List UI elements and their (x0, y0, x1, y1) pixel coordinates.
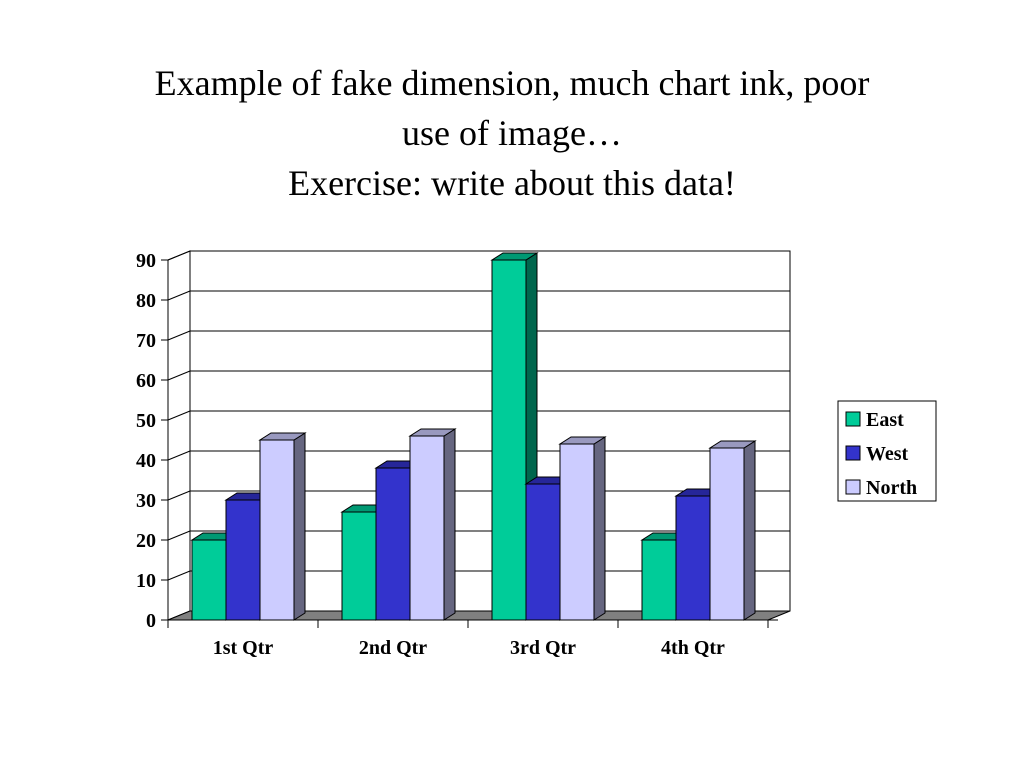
y-tick-label: 20 (136, 530, 156, 552)
y-tick-label: 90 (136, 250, 156, 272)
bar-side (293, 432, 306, 621)
legend-item-north: North (845, 477, 917, 499)
title-line-1: Example of fake dimension, much chart in… (154, 63, 870, 103)
bar-front (709, 447, 745, 621)
legend-item-east: East (845, 409, 904, 431)
bar-front (675, 495, 711, 621)
gridline-side (167, 490, 191, 501)
bar-north (258, 432, 307, 621)
bar-top (490, 252, 539, 261)
bar-side (593, 436, 606, 621)
gridline-side (167, 290, 191, 301)
bar-front (641, 539, 677, 621)
y-tick-label: 0 (146, 610, 156, 632)
gridline-side (167, 410, 191, 421)
legend: East West North (837, 400, 937, 502)
bar-front (341, 511, 377, 621)
y-tick-label: 50 (136, 410, 156, 432)
gridline-side (167, 450, 191, 461)
bar-side (443, 428, 456, 621)
legend-swatch (845, 445, 861, 461)
slide-title: Example of fake dimension, much chart in… (0, 58, 1024, 208)
x-tick-label: 1st Qtr (213, 637, 274, 659)
gridline-side (167, 530, 191, 541)
bar-front (375, 467, 411, 621)
y-tick-label: 80 (136, 290, 156, 312)
x-tick-label: 2nd Qtr (359, 637, 427, 659)
x-tick-label: 4th Qtr (661, 637, 725, 659)
bar-front (409, 435, 445, 621)
y-tick-label: 40 (136, 450, 156, 472)
y-tick-label: 60 (136, 370, 156, 392)
bar-north (708, 440, 757, 621)
gridline-side (167, 570, 191, 581)
legend-item-west: West (845, 443, 909, 465)
plot-left-wall (167, 250, 191, 621)
y-tick-label: 10 (136, 570, 156, 592)
bar-front (525, 483, 561, 621)
bar-north (408, 428, 457, 621)
gridline-side (167, 370, 191, 381)
legend-label: North (866, 477, 917, 499)
gridline-side (167, 250, 191, 261)
bar-front (491, 259, 527, 621)
bar-top (408, 428, 457, 437)
bar-top (558, 436, 607, 445)
gridline-side (167, 330, 191, 341)
bar-front (559, 443, 595, 621)
bar-front (191, 539, 227, 621)
legend-swatch (845, 479, 861, 495)
x-tick-label: 3rd Qtr (510, 637, 576, 659)
title-line-3: Exercise: write about this data! (288, 163, 736, 203)
bar-top (258, 432, 307, 441)
y-tick-label: 30 (136, 490, 156, 512)
bar-north (558, 436, 607, 621)
legend-label: West (866, 443, 909, 465)
bar-side (743, 440, 756, 621)
legend-label: East (866, 409, 904, 431)
bar-front (225, 499, 261, 621)
legend-swatch (845, 411, 861, 427)
bar-front (259, 439, 295, 621)
bar-top (708, 440, 757, 449)
title-line-2: use of image… (402, 113, 622, 153)
y-tick-label: 70 (136, 330, 156, 352)
